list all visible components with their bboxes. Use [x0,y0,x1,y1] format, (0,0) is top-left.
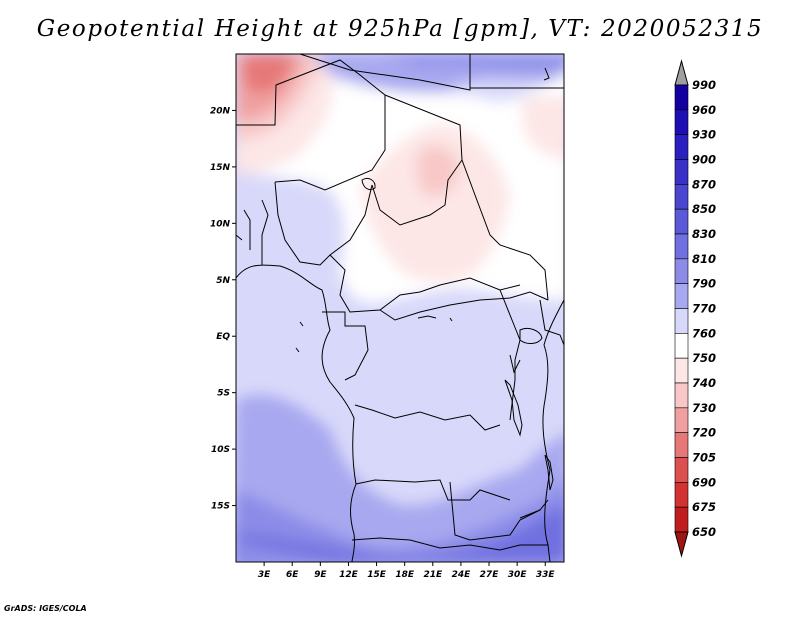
lake-victoria [519,327,543,344]
colorbar-label: 720 [692,426,716,440]
colorbar-label: 900 [692,153,716,167]
grads-credit: GrADS: IGES/COLA [4,604,87,613]
lake-tanganyika [504,379,523,437]
colorbar-label: 930 [692,128,716,142]
border-car-drc [379,291,549,321]
height-field [236,54,564,562]
colorbar-segment [674,184,689,210]
coast-islands [295,67,550,374]
colorbar-label: 990 [692,78,716,92]
border-congo-gabon [322,311,369,381]
colorbar-segment [674,159,689,185]
latitude-axis: 20N 15N 10N 5N EQ 5S 10S 15S [210,106,236,512]
lat-tick-label: 15N [210,163,231,173]
lat-tick-label: 5N [216,276,230,286]
lon-tick-label: 9E [314,570,327,580]
lake-malawi [544,454,554,491]
map-frame [235,53,565,563]
colorbar-label: 870 [692,177,716,191]
colorbar-segment [674,357,689,384]
border-west-small [236,199,269,265]
colorbar-segment [674,482,689,508]
longitude-axis: 3E 6E 9E 12E 15E 18E 21E 24E 27E 30E 33E [258,562,556,580]
colorbar-label: 675 [692,500,716,514]
colorbar: 990 960 930 900 870 850 830 810 790 770 760 750 740 7… [674,59,716,558]
colorbar-segment [674,432,689,458]
border-niger-chad [371,94,463,226]
lon-tick-label: 18E [395,570,415,580]
lon-tick-label: 30E [508,570,528,580]
colorbar-segment [674,382,689,409]
colorbar-label: 750 [692,351,716,365]
colorbar-segment [674,457,689,483]
colorbar-segment [674,109,689,135]
colorbar-label: 690 [692,475,716,489]
colorbar-segment [674,308,689,334]
colorbar-min-arrow [674,531,689,558]
border-cameroon-car [329,254,521,313]
river-niger-lake [417,315,453,322]
colorbar-label: 850 [692,202,716,216]
lake-kariba [519,509,541,519]
colorbar-label: 960 [692,103,716,117]
lat-tick-label: 20N [210,106,231,116]
colorbar-segment [674,506,689,533]
colorbar-segment [674,407,689,433]
colorbar-segment [674,333,689,359]
lon-tick-label: 33E [536,570,556,580]
colorbar-label: 790 [692,277,716,291]
colorbar-label: 650 [692,525,716,539]
colorbar-label: 760 [692,326,716,340]
coastline-east [542,299,564,562]
colorbar-segment [674,283,689,309]
lake-chad [361,177,376,191]
border-namibia [351,537,548,551]
lon-tick-label: 27E [480,570,500,580]
colorbar-label: 730 [692,401,716,415]
colorbar-label: 770 [692,302,716,316]
lon-tick-label: 24E [452,570,472,580]
colorbar-segment [674,233,689,260]
colorbar-segment [674,84,689,111]
colorbar-segment [674,134,689,160]
border-drc-angola [354,404,511,501]
lat-tick-label: 5S [217,389,230,399]
colorbar-label: 810 [692,252,716,266]
lat-tick-label: EQ [216,332,230,342]
lon-tick-label: 21E [423,570,443,580]
border-east-africa [499,289,564,421]
country-borders [236,54,564,562]
lat-tick-label: 15S [211,502,230,512]
border-sudan [461,87,564,301]
lat-tick-label: 10N [210,219,231,229]
border-libya-egypt [299,54,471,91]
colorbar-max-arrow [674,59,689,86]
lon-tick-label: 15E [367,570,387,580]
chart-title: Geopotential Height at 925hPa [gpm], VT:… [36,16,764,42]
colorbar-label: 705 [692,451,716,465]
colorbar-segment [674,208,689,235]
lon-tick-label: 3E [258,570,271,580]
colorbar-label: 740 [692,376,716,390]
colorbar-label: 830 [692,227,716,241]
lon-tick-label: 6E [286,570,299,580]
colorbar-segment [674,258,689,284]
coastline-west [236,264,357,562]
lat-tick-label: 10S [211,445,230,455]
border-nigeria [274,181,373,266]
lon-tick-label: 12E [339,570,359,580]
